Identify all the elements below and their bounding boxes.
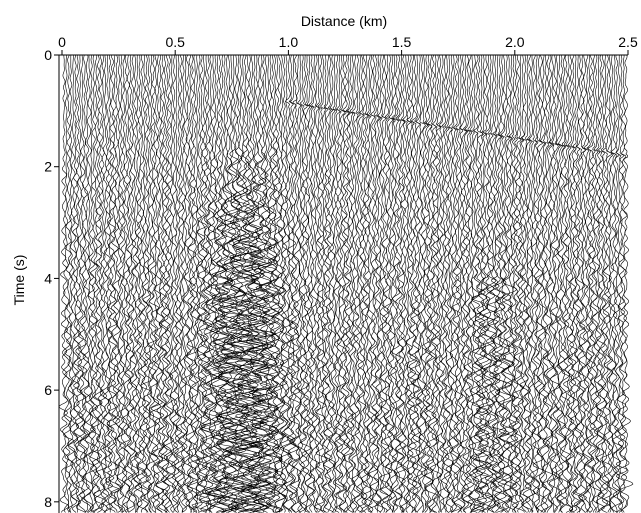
- seismic-trace: [525, 55, 535, 513]
- seismic-trace: [463, 55, 472, 513]
- x-tick-label: 0: [58, 34, 66, 50]
- seismic-trace: [357, 55, 366, 513]
- seismic-trace: [146, 55, 158, 513]
- x-axis-title: Distance (km): [301, 13, 387, 29]
- seismic-trace: [99, 55, 107, 513]
- y-axis-title: Time (s): [11, 255, 27, 306]
- y-tick-label: 2: [44, 159, 52, 175]
- seismic-trace: [474, 55, 487, 513]
- chart: Distance (km) Time (s) 0 0.5 1.0 1.5 2.0 2.5 0…: [0, 0, 641, 513]
- traces: [59, 55, 633, 513]
- x-tick-label: 2.0: [505, 34, 525, 50]
- seismic-trace: [277, 55, 287, 513]
- seismic-trace: [492, 55, 509, 513]
- y-tick-label: 4: [44, 270, 52, 286]
- x-tick-label: 2.5: [618, 34, 638, 50]
- seismic-trace: [137, 55, 147, 513]
- seismic-trace: [161, 55, 168, 513]
- x-tick-label: 1.0: [279, 34, 299, 50]
- y-tick-label: 0: [44, 47, 52, 63]
- y-tick-label: 6: [44, 382, 52, 398]
- y-tick-label: 8: [44, 494, 52, 510]
- page: Distance (km) Time (s) 0 0.5 1.0 1.5 2.0 2.5 0…: [0, 0, 641, 513]
- seismic-trace: [292, 55, 302, 513]
- seismic-trace: [499, 55, 514, 513]
- seismic-trace: [475, 55, 492, 513]
- seismic-trace: [555, 55, 565, 513]
- seismic-trace: [113, 55, 122, 513]
- seismic-trace: [195, 55, 212, 513]
- seismic-trace: [150, 55, 161, 513]
- seismic-trace: [182, 55, 192, 513]
- seismic-trace: [328, 55, 336, 513]
- seismic-trace: [587, 55, 595, 513]
- seismic-trace: [533, 55, 544, 513]
- x-tick-label: 0.5: [165, 34, 185, 50]
- seismic-trace: [430, 55, 441, 513]
- seismic-trace: [610, 55, 620, 513]
- seismic-trace: [316, 55, 322, 513]
- seismic-trace: [151, 55, 164, 513]
- x-tick-label: 1.5: [392, 34, 412, 50]
